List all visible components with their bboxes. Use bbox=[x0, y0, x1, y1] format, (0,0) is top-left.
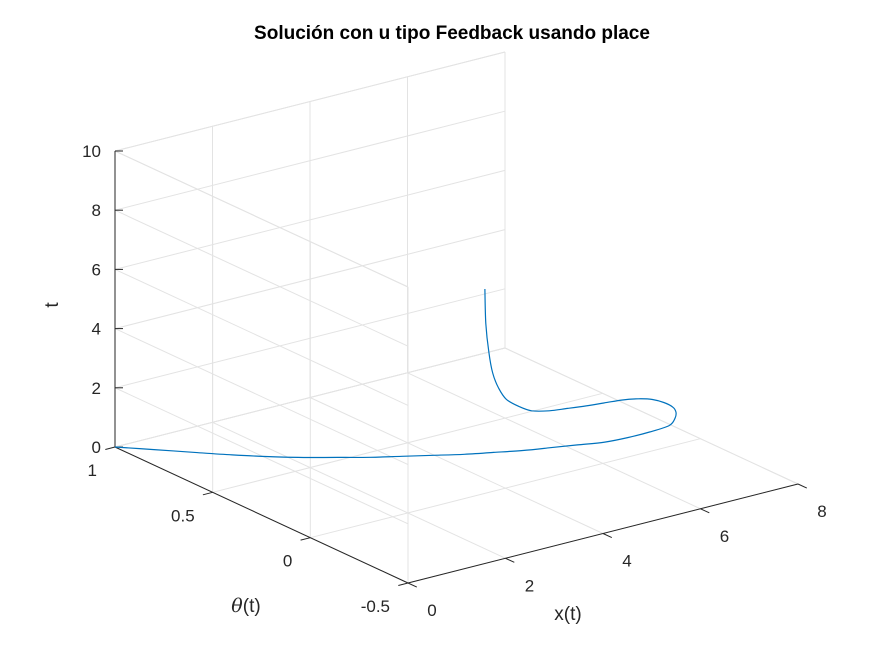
grid-line bbox=[309, 397, 604, 534]
grid-layer bbox=[114, 51, 799, 584]
z-tick-label: 2 bbox=[92, 379, 101, 398]
box-edge bbox=[114, 150, 409, 288]
series-line bbox=[114, 288, 677, 459]
x-tick-label: 4 bbox=[622, 552, 631, 571]
y-tick-label: 1 bbox=[88, 461, 97, 480]
box-edge bbox=[114, 347, 506, 448]
x-tick-mark bbox=[700, 508, 710, 514]
y-axis-label-suffix: (t) bbox=[243, 596, 261, 617]
grid-line bbox=[114, 209, 409, 347]
x-tick-mark bbox=[407, 582, 418, 588]
grid-line bbox=[114, 328, 409, 466]
y-tick-mark bbox=[202, 491, 213, 496]
x-tick-label: 8 bbox=[817, 502, 826, 521]
chart-title: Solución con u tipo Feedback usando plac… bbox=[254, 23, 650, 44]
z-tick-label: 4 bbox=[92, 320, 101, 339]
grid-line bbox=[114, 169, 506, 270]
y-axis-line bbox=[114, 446, 409, 584]
y-tick-label: 0.5 bbox=[171, 506, 195, 525]
z-tick-label: 0 bbox=[92, 438, 101, 457]
x-tick-mark bbox=[797, 483, 808, 489]
z-tick-label: 6 bbox=[92, 260, 101, 279]
x-axis-label: x(t) bbox=[554, 604, 581, 625]
x-tick-label: 0 bbox=[427, 601, 436, 620]
x-tick-mark bbox=[602, 533, 613, 539]
y-axis-label-symbol: θ bbox=[231, 595, 243, 617]
y-tick-label: -0.5 bbox=[361, 597, 390, 616]
z-tick-label: 10 bbox=[82, 142, 101, 161]
x-tick-mark bbox=[505, 557, 515, 563]
y-tick-mark bbox=[300, 537, 311, 541]
series-layer bbox=[114, 288, 677, 459]
grid-line bbox=[212, 421, 506, 559]
z-axis-label: t bbox=[42, 302, 63, 308]
y-tick-label: 0 bbox=[283, 552, 292, 571]
axes-layer bbox=[114, 151, 799, 584]
box-edge bbox=[114, 51, 506, 152]
x-tick-label: 2 bbox=[525, 576, 534, 595]
y-tick-mark bbox=[398, 582, 409, 586]
grid-line bbox=[114, 110, 506, 211]
grid-line bbox=[310, 438, 701, 539]
grid-line bbox=[407, 372, 701, 510]
y-tick-mark bbox=[105, 446, 116, 450]
x-tick-label: 6 bbox=[720, 527, 729, 546]
box-edge bbox=[504, 347, 799, 485]
z-tick-label: 8 bbox=[92, 201, 101, 220]
grid-line bbox=[114, 268, 409, 406]
y-axis-label: θ(t) bbox=[231, 595, 260, 617]
